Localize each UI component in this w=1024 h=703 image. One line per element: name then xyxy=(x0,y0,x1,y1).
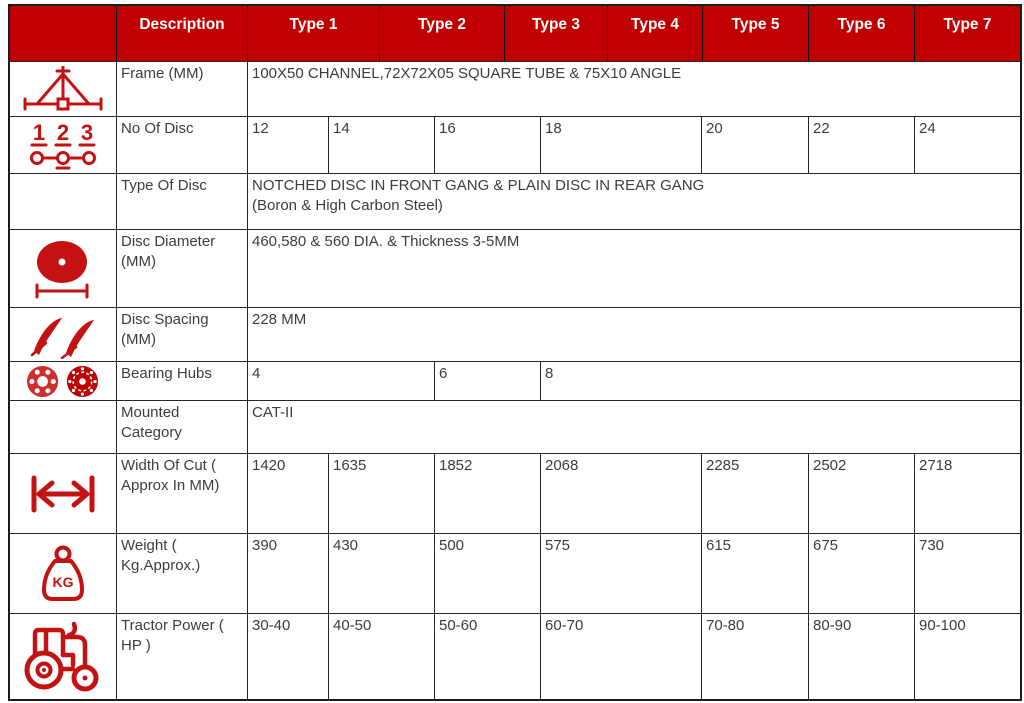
row-label: No Of Disc xyxy=(117,117,248,173)
value-cell: 40-50 xyxy=(329,614,435,699)
row-label: Disc Spacing (MM) xyxy=(117,308,248,361)
icon-cell xyxy=(10,614,117,699)
row-mounted-category: Mounted Category CAT-II xyxy=(10,401,1020,454)
row-tractor-power: Tractor Power ( HP ) 30-40 40-50 50-60 6… xyxy=(10,614,1020,699)
value-cell: 16 xyxy=(435,117,541,173)
header-type-5: Type 5 xyxy=(703,6,809,61)
tractor-icon xyxy=(24,621,99,691)
value-cell: 20 xyxy=(702,117,809,173)
value-cell: 2068 xyxy=(541,454,702,533)
value-cell: 18 xyxy=(541,117,702,173)
header-type-6: Type 6 xyxy=(809,6,915,61)
value-cell: CAT-II xyxy=(252,404,294,421)
row-label: Width Of Cut ( Approx In MM) xyxy=(117,454,248,533)
bearing-hubs-icon xyxy=(27,365,98,397)
value-cell: 24 xyxy=(919,120,936,137)
value-cell: 100X50 CHANNEL,72X72X05 SQUARE TUBE & 75… xyxy=(252,65,682,82)
header-type-7: Type 7 xyxy=(943,16,992,33)
value-cell: 22 xyxy=(809,117,915,173)
disc-count-icon: 1 2 3 xyxy=(30,120,96,170)
icon-cell xyxy=(10,62,117,116)
width-of-cut-icon xyxy=(31,475,95,512)
value-cell: 615 xyxy=(702,534,809,613)
row-width-of-cut: Width Of Cut ( Approx In MM) 1420 1635 1… xyxy=(10,454,1020,534)
header-type-2: Type 2 xyxy=(380,6,505,61)
row-bearing-hubs: Bearing Hubs 4 6 8 xyxy=(10,362,1020,401)
row-label: Tractor Power ( HP ) xyxy=(117,614,248,699)
value-cell: 730 xyxy=(919,537,945,554)
value-cell: 500 xyxy=(435,534,541,613)
disc-spacing-icon xyxy=(30,317,94,359)
icon-cell xyxy=(10,362,117,400)
header-blank-cell xyxy=(10,6,117,61)
three-point-hitch-icon xyxy=(23,66,103,111)
row-label: Mounted Category xyxy=(117,401,248,453)
icon-cell: 1 2 3 xyxy=(10,117,117,173)
header-row: Description Type 1 Type 2 Type 3 Type 4 … xyxy=(10,6,1020,62)
icon-cell-empty xyxy=(10,401,117,453)
disc-digit-3: 3 xyxy=(81,120,93,145)
value-cell: 80-90 xyxy=(809,614,915,699)
value-cell: 430 xyxy=(329,534,435,613)
row-type-of-disc: Type Of Disc NOTCHED DISC IN FRONT GANG … xyxy=(10,174,1020,230)
value-cell: 8 xyxy=(545,365,554,382)
header-type-1: Type 1 xyxy=(248,6,380,61)
value-cell: 70-80 xyxy=(702,614,809,699)
header-description: Description xyxy=(117,6,248,61)
value-cell: 6 xyxy=(435,362,541,400)
row-no-of-disc: 1 2 3 No Of Disc 12 14 16 18 20 22 24 xyxy=(10,117,1020,174)
row-label: Frame (MM) xyxy=(117,62,248,116)
kg-label: KG xyxy=(53,574,74,590)
value-cell: 1852 xyxy=(435,454,541,533)
header-type-3: Type 3 xyxy=(505,6,608,61)
disc-digit-1: 1 xyxy=(33,120,45,145)
icon-cell xyxy=(10,454,117,533)
value-cell: 1635 xyxy=(329,454,435,533)
row-label: Weight ( Kg.Approx.) xyxy=(117,534,248,613)
value-cell: 14 xyxy=(329,117,435,173)
icon-cell-empty xyxy=(10,174,117,229)
value-cell: 460,580 & 560 DIA. & Thickness 3-5MM xyxy=(252,233,520,250)
value-cell: 4 xyxy=(248,362,435,400)
icon-cell: KG xyxy=(10,534,117,613)
weight-kg-icon: KG xyxy=(42,545,84,601)
value-cell: 2718 xyxy=(919,457,953,474)
row-disc-diameter: Disc Diameter (MM) 460,580 & 560 DIA. & … xyxy=(10,230,1020,308)
row-label: Type Of Disc xyxy=(117,174,248,229)
spec-table: Description Type 1 Type 2 Type 3 Type 4 … xyxy=(8,4,1022,701)
disc-diameter-icon xyxy=(35,240,89,298)
value-line-2: (Boron & High Carbon Steel) xyxy=(252,196,443,214)
value-line-1: NOTCHED DISC IN FRONT GANG & PLAIN DISC … xyxy=(252,177,705,194)
row-weight: KG Weight ( Kg.Approx.) 390 430 500 575 … xyxy=(10,534,1020,614)
row-label: Bearing Hubs xyxy=(117,362,248,400)
icon-cell xyxy=(10,230,117,307)
value-cell: 675 xyxy=(809,534,915,613)
value-cell: 90-100 xyxy=(919,617,966,634)
value-cell: 2502 xyxy=(809,454,915,533)
value-cell: 50-60 xyxy=(435,614,541,699)
value-cell: 390 xyxy=(248,534,329,613)
icon-cell xyxy=(10,308,117,361)
row-label: Disc Diameter (MM) xyxy=(117,230,248,307)
value-cell: 575 xyxy=(541,534,702,613)
row-frame: Frame (MM) 100X50 CHANNEL,72X72X05 SQUAR… xyxy=(10,62,1020,117)
header-type-4: Type 4 xyxy=(608,6,703,61)
value-cell: 228 MM xyxy=(252,311,307,328)
value-cell: 1420 xyxy=(248,454,329,533)
value-cell: 60-70 xyxy=(541,614,702,699)
row-disc-spacing: Disc Spacing (MM) 228 MM xyxy=(10,308,1020,362)
disc-digit-2: 2 xyxy=(57,120,69,145)
value-cell: 2285 xyxy=(702,454,809,533)
value-cell: NOTCHED DISC IN FRONT GANG & PLAIN DISC … xyxy=(248,174,1020,229)
value-cell: 30-40 xyxy=(248,614,329,699)
value-cell: 12 xyxy=(248,117,329,173)
